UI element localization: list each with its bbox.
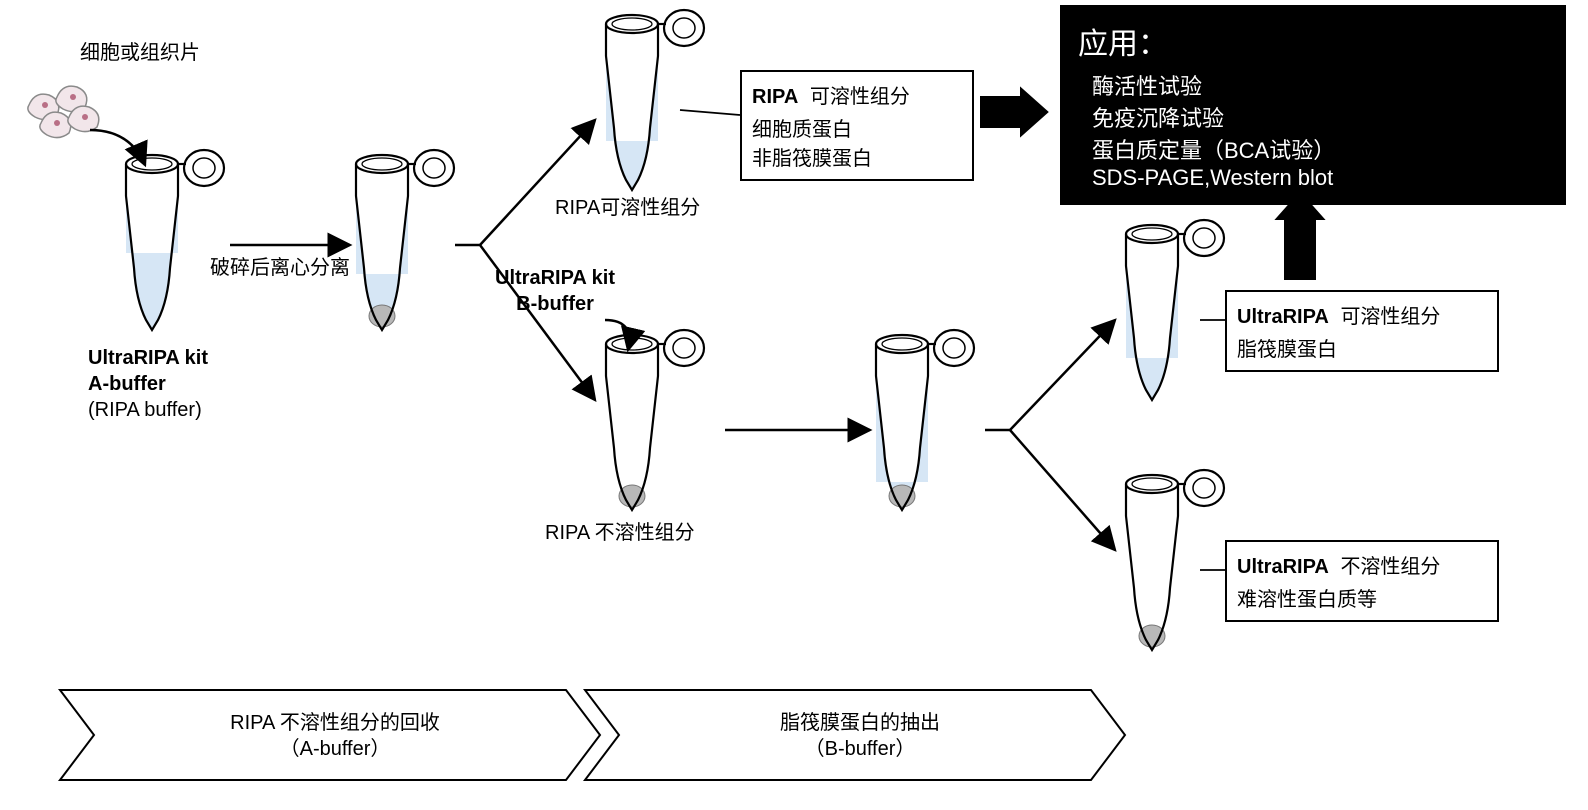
box1-line1: RIPA 可溶性组分	[752, 80, 962, 109]
kit-b-label: UltraRIPA kit B-buffer	[495, 265, 615, 317]
box1-line3: 非脂筏膜蛋白	[752, 142, 962, 171]
app-title: 应用：	[1078, 19, 1548, 63]
app-line1: 酶活性试验	[1092, 69, 1548, 101]
kit-b-line2: B-buffer	[516, 293, 594, 315]
kit-b-line1: UltraRIPA kit	[495, 267, 615, 289]
kit-a-label: UltraRIPA kit A-buffer (RIPA buffer)	[88, 345, 208, 423]
box2-title: UltraRIPA	[1237, 306, 1329, 328]
label-cells-tissue: 细胞或组织片	[80, 40, 200, 66]
banner1-l1: RIPA 不溶性组分的回收	[230, 712, 440, 734]
banner2-l2: （B-buffer）	[805, 738, 916, 760]
banner2-l1: 脂筏膜蛋白的抽出	[780, 712, 940, 734]
kit-a-line3: (RIPA buffer)	[88, 399, 202, 421]
ripa-sol-caption: RIPA可溶性组分	[555, 195, 700, 221]
step1-label: 破碎后离心分离	[210, 255, 350, 281]
banner1-l2: （A-buffer）	[280, 738, 391, 760]
kit-a-line1: UltraRIPA kit	[88, 347, 208, 369]
application-box: 应用： 酶活性试验 免疫沉降试验 蛋白质定量（BCA试验） SDS-PAGE,W…	[1060, 5, 1566, 205]
box3-line2: 难溶性蛋白质等	[1237, 583, 1487, 612]
app-line4: SDS-PAGE,Western blot	[1092, 165, 1548, 191]
box-ripa-soluble: RIPA 可溶性组分 细胞质蛋白 非脂筏膜蛋白	[740, 70, 974, 181]
box2-line1: UltraRIPA 可溶性组分	[1237, 300, 1487, 329]
banner2-text: 脂筏膜蛋白的抽出 （B-buffer）	[690, 710, 1030, 762]
ripa-insol-caption: RIPA 不溶性组分	[545, 520, 695, 546]
banner1-text: RIPA 不溶性组分的回收 （A-buffer）	[165, 710, 505, 762]
app-line2: 免疫沉降试验	[1092, 101, 1548, 133]
box3-title: UltraRIPA	[1237, 556, 1329, 578]
kit-a-line2: A-buffer	[88, 373, 166, 395]
box3-line1: UltraRIPA 不溶性组分	[1237, 550, 1487, 579]
box3-title2: 不溶性组分	[1340, 556, 1440, 578]
app-line3: 蛋白质定量（BCA试验）	[1092, 133, 1548, 165]
box1-title: RIPA	[752, 86, 798, 108]
box2-title2: 可溶性组分	[1340, 306, 1440, 328]
box-ultra-insoluble: UltraRIPA 不溶性组分 难溶性蛋白质等	[1225, 540, 1499, 622]
box2-line2: 脂筏膜蛋白	[1237, 333, 1487, 362]
box1-line2: 细胞质蛋白	[752, 113, 962, 142]
box-ultra-soluble: UltraRIPA 可溶性组分 脂筏膜蛋白	[1225, 290, 1499, 372]
box1-title2: 可溶性组分	[810, 86, 910, 108]
